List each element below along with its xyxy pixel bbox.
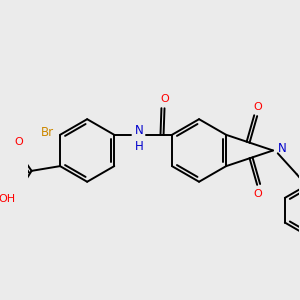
Text: Br: Br: [41, 126, 54, 140]
Text: H: H: [134, 140, 143, 153]
Text: OH: OH: [0, 194, 16, 204]
Text: O: O: [14, 137, 23, 147]
Text: O: O: [160, 94, 169, 104]
Text: O: O: [254, 189, 262, 199]
Text: N: N: [278, 142, 286, 155]
Text: O: O: [254, 102, 262, 112]
Text: N: N: [134, 124, 143, 136]
